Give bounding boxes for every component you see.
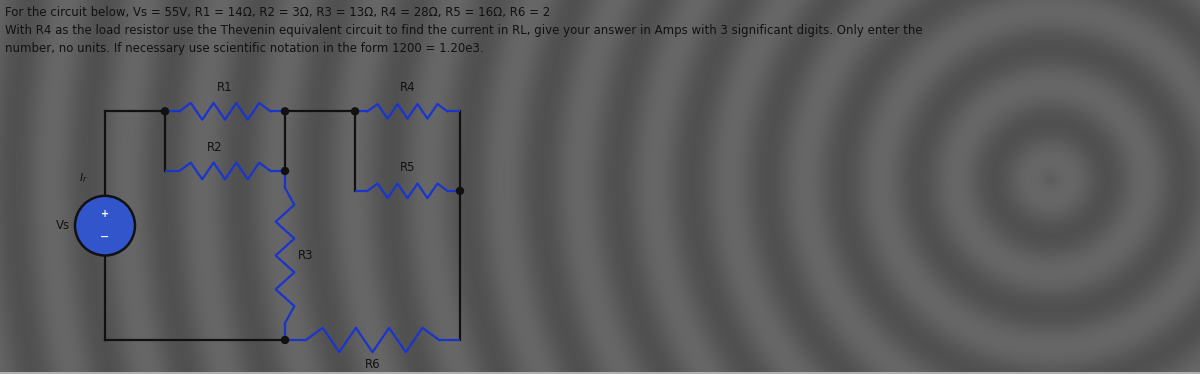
Text: R2: R2 [208,141,223,154]
Text: R5: R5 [400,161,415,174]
Text: R3: R3 [298,249,313,262]
Text: For the circuit below, Vs = 55V, R1 = 14Ω, R2 = 3Ω, R3 = 13Ω, R4 = 28Ω, R5 = 16Ω: For the circuit below, Vs = 55V, R1 = 14… [5,6,551,19]
Text: $I_r$: $I_r$ [78,171,88,185]
Circle shape [282,337,288,343]
Circle shape [282,108,288,115]
Circle shape [74,196,134,255]
Text: −: − [101,232,109,242]
Circle shape [456,187,463,194]
Text: R6: R6 [365,358,380,371]
Text: number, no units. If necessary use scientific notation in the form 1200 = 1.20e3: number, no units. If necessary use scien… [5,42,484,55]
Circle shape [352,108,359,115]
Circle shape [282,168,288,174]
Text: With R4 as the load resistor use the Thevenin equivalent circuit to find the cur: With R4 as the load resistor use the The… [5,24,923,37]
Text: Vs: Vs [56,219,70,232]
Text: R1: R1 [217,82,233,95]
Text: +: + [101,209,109,219]
Text: R4: R4 [400,82,415,95]
Circle shape [162,108,168,115]
